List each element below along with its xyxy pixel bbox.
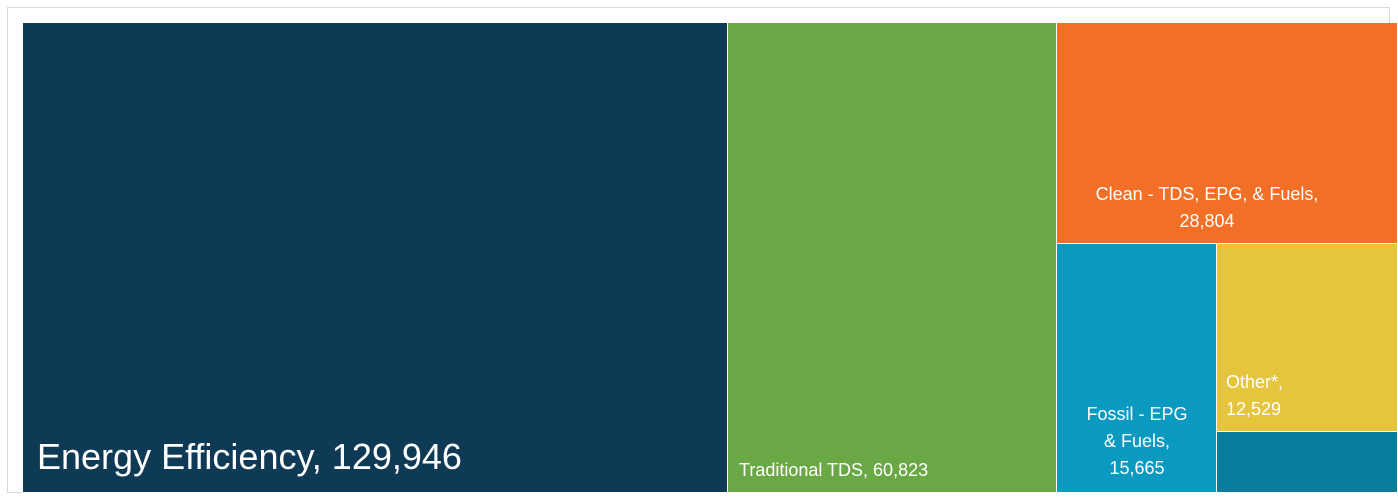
tile-label-energy-efficiency: Energy Efficiency, 129,946 <box>37 436 462 477</box>
tile-unlabeled[interactable] <box>1217 432 1398 493</box>
tile-label-traditional-tds: Traditional TDS, 60,823 <box>739 460 929 480</box>
tile-label-fossil-line2: & Fuels, <box>1103 431 1171 451</box>
tile-label-fossil-line3: 15,665 <box>1109 458 1165 478</box>
tile-energy-efficiency[interactable]: Energy Efficiency, 129,946 <box>23 23 728 493</box>
tile-other[interactable]: Other*, 12,529 <box>1217 244 1398 432</box>
tile-label-other-line2: 12,529 <box>1226 399 1282 419</box>
tile-fossil-epg-fuels[interactable]: Fossil - EPG & Fuels, 15,665 <box>1057 244 1217 493</box>
tile-label-fossil-line1: Fossil - EPG <box>1086 404 1188 424</box>
tile-label-clean-line1: Clean - TDS, EPG, & Fuels, <box>1095 184 1319 204</box>
tile-clean-tds-epg-fuels[interactable]: Clean - TDS, EPG, & Fuels, 28,804 <box>1057 23 1398 244</box>
tile-label-clean-line2: 28,804 <box>1179 211 1235 231</box>
tile-traditional-tds[interactable]: Traditional TDS, 60,823 <box>728 23 1057 493</box>
tile-label-other-line1: Other*, <box>1226 372 1284 392</box>
